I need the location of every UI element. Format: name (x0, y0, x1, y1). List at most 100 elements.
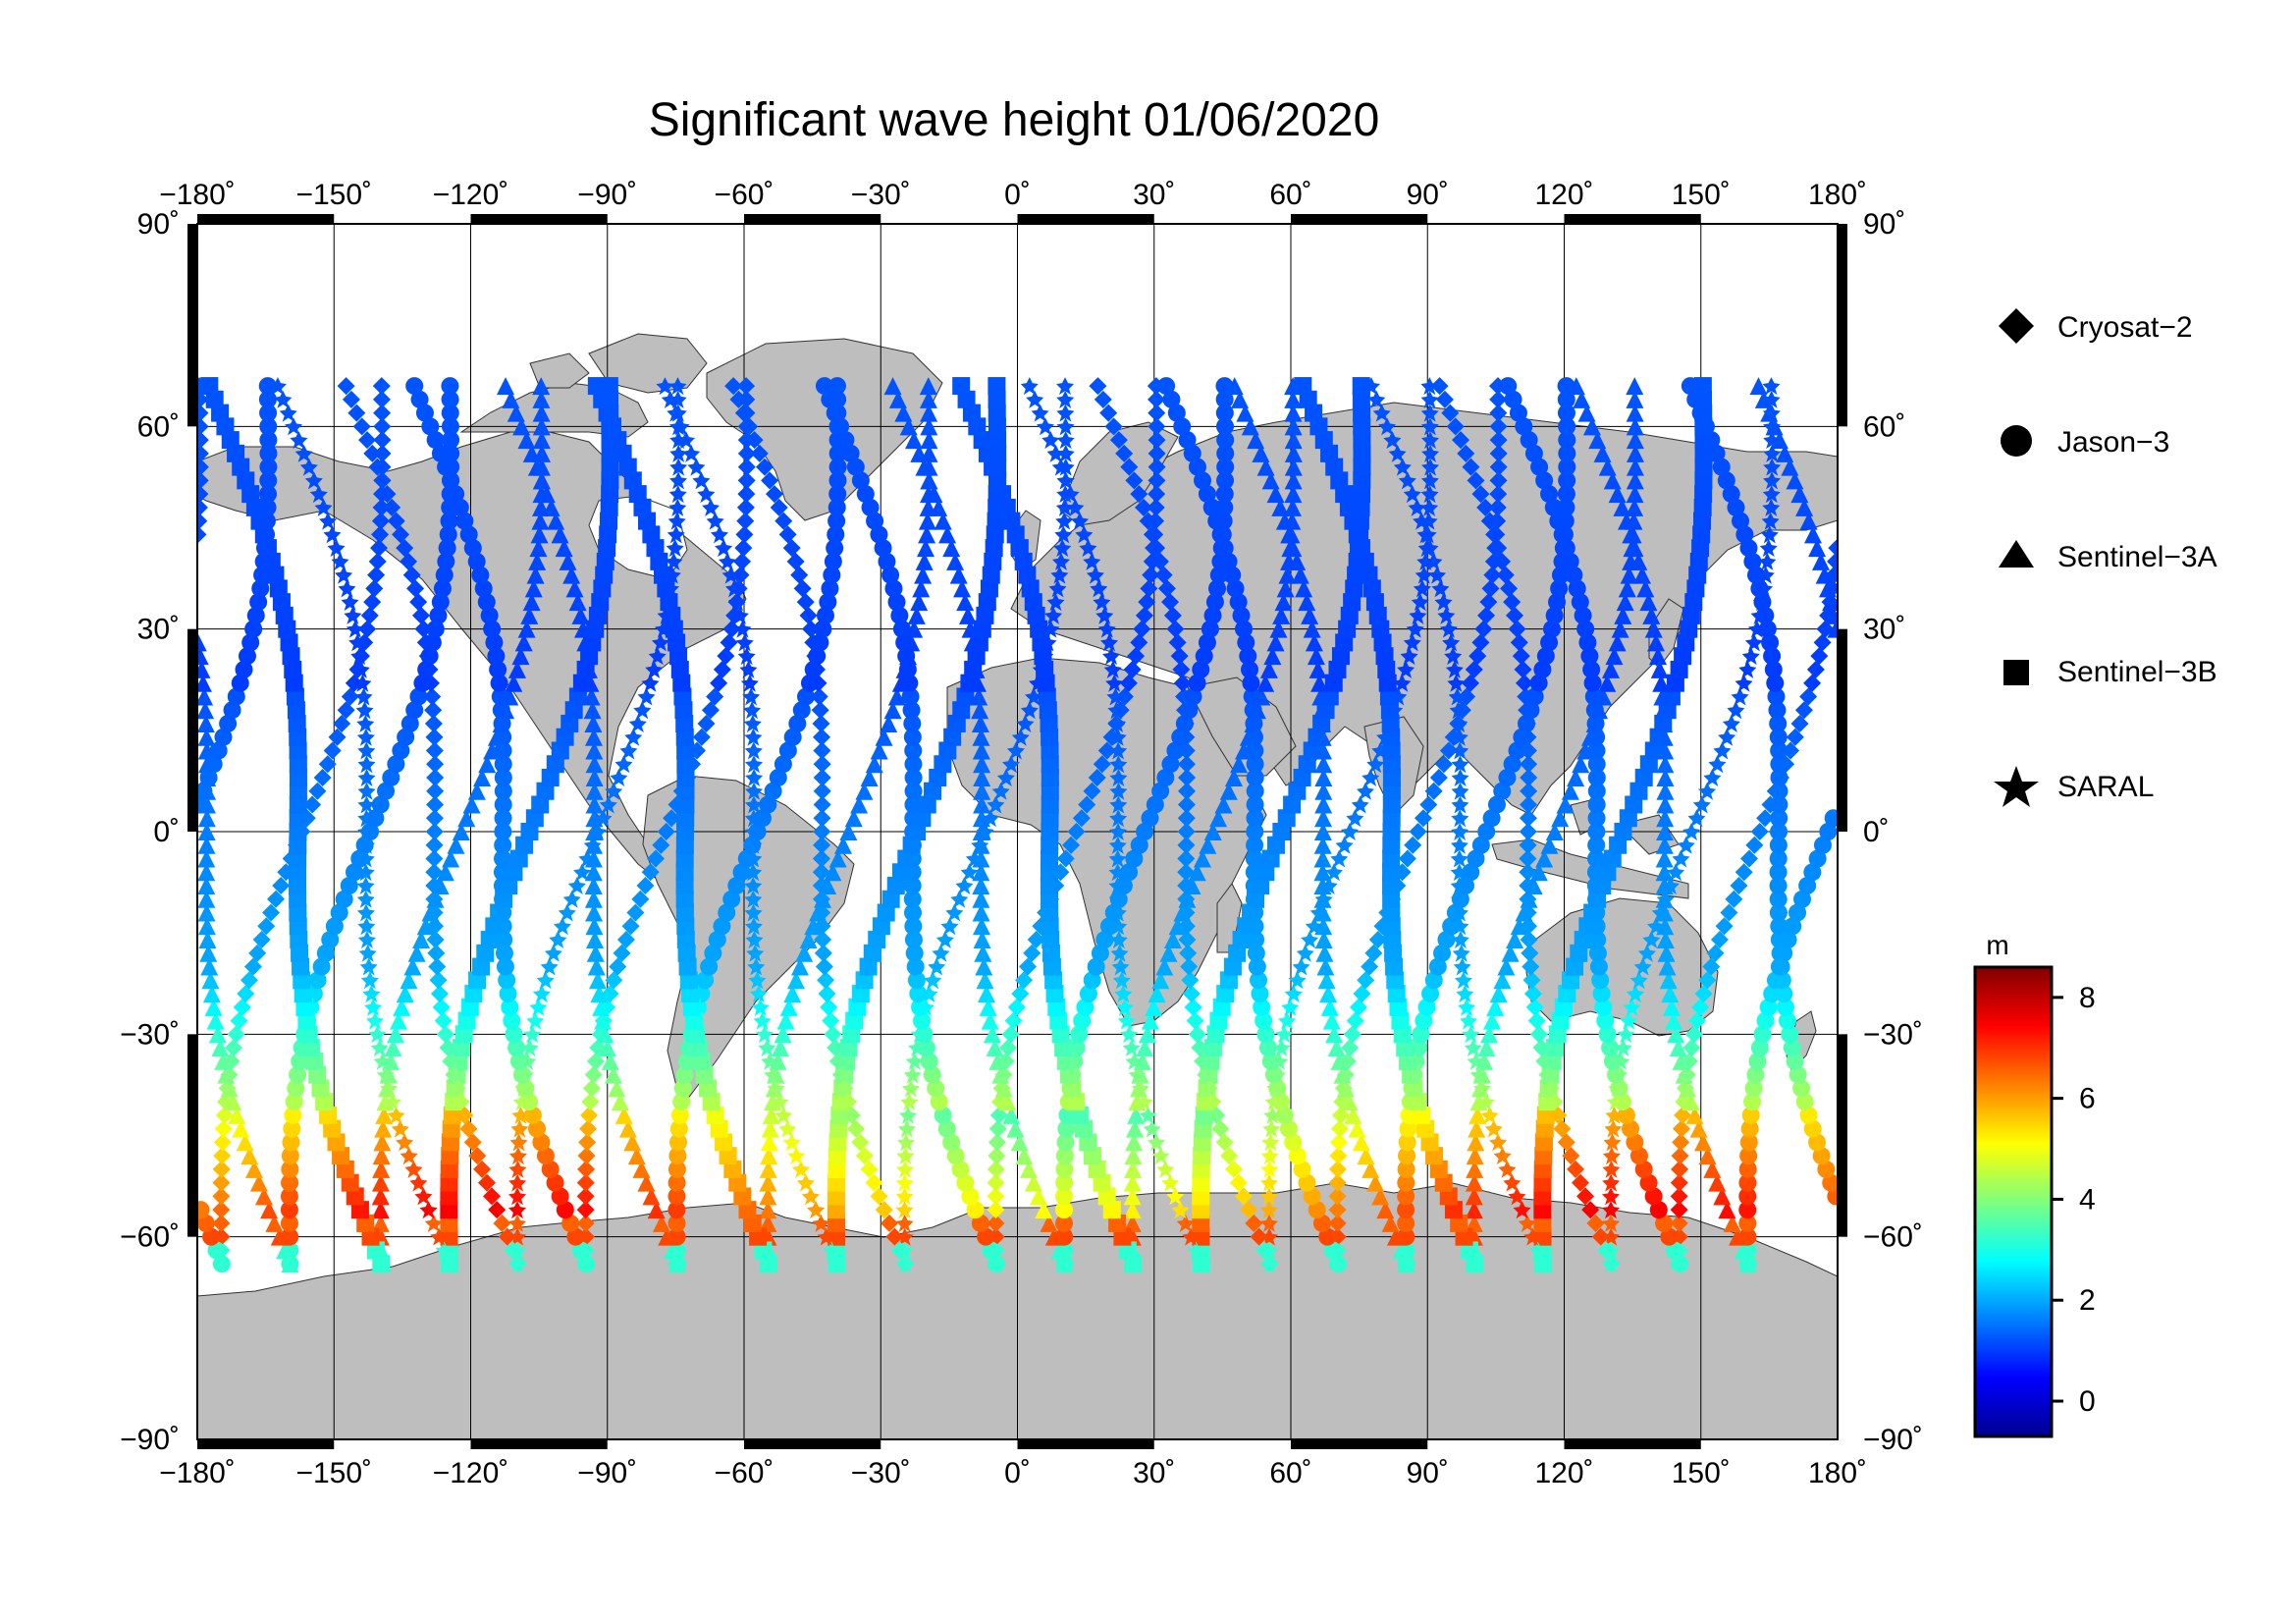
track-point (1056, 471, 1075, 490)
track-point (675, 877, 694, 895)
track-point (415, 404, 434, 422)
track-point (722, 890, 741, 908)
track-point (1732, 512, 1750, 530)
track-point (197, 417, 209, 436)
track-point (397, 728, 415, 746)
track-point (1288, 782, 1307, 800)
track-point (435, 566, 454, 584)
track-point (1382, 823, 1401, 840)
track-point (814, 620, 832, 638)
track-point (1377, 660, 1396, 678)
track-point (870, 1187, 888, 1206)
track-point (824, 552, 842, 570)
track-point (1124, 1160, 1143, 1178)
track-point (1314, 782, 1333, 800)
axis-labels: −180˚−180˚−150˚−150˚−120˚−120˚−90˚−90˚−6… (120, 179, 1923, 1489)
track-point (1163, 606, 1182, 624)
track-point (1382, 849, 1401, 868)
track-point (609, 431, 627, 450)
track-point (337, 377, 355, 396)
lon-label-top: 30˚ (1133, 179, 1175, 211)
track-point (224, 1039, 242, 1057)
track-point (987, 1173, 1005, 1192)
track-point (1779, 931, 1797, 949)
track-point (1314, 809, 1333, 828)
track-point (949, 566, 968, 584)
track-point (915, 552, 934, 570)
track-point (842, 1106, 861, 1124)
track-point (1775, 944, 1793, 962)
track-point (1349, 998, 1367, 1016)
track-point (1097, 620, 1116, 638)
track-point (646, 539, 665, 558)
track-point (551, 741, 569, 760)
track-point (1517, 687, 1535, 706)
track-point (665, 552, 683, 570)
map-title: Significant wave height 01/06/2020 (648, 94, 1380, 146)
track-point (1055, 512, 1074, 530)
track-point (231, 674, 249, 692)
track-point (588, 971, 607, 990)
track-point (675, 836, 694, 854)
track-point (1411, 593, 1429, 612)
track-point (814, 931, 832, 949)
track-point (1188, 458, 1206, 476)
track-point (1178, 931, 1197, 949)
track-point (1041, 944, 1060, 962)
track-point (532, 1133, 551, 1152)
track-point (532, 985, 551, 1003)
track-point (667, 1214, 686, 1232)
track-point (1557, 404, 1575, 422)
track-point (493, 877, 511, 895)
track-point (204, 755, 223, 774)
track-point (1670, 1201, 1688, 1219)
track-point (1657, 944, 1676, 962)
track-point (289, 809, 307, 828)
lon-label-bottom: 0˚ (1004, 1457, 1031, 1489)
frame-segment (1838, 628, 1847, 832)
track-point (1586, 1214, 1605, 1232)
track-point (316, 944, 335, 962)
track-point (1682, 1093, 1700, 1111)
track-point (496, 957, 514, 976)
track-point (1434, 593, 1453, 612)
track-point (1694, 390, 1713, 408)
track-point (1115, 998, 1134, 1016)
track-point (1298, 755, 1316, 774)
track-point (942, 1133, 961, 1152)
track-point (1756, 809, 1775, 828)
track-point (1392, 1241, 1411, 1260)
track-point (1420, 377, 1439, 396)
track-point (232, 1119, 250, 1138)
track-point (1067, 823, 1086, 840)
track-point (1409, 823, 1427, 840)
track-point (219, 714, 238, 732)
track-point (487, 647, 506, 666)
track-point (681, 985, 700, 1003)
track-point (1420, 485, 1439, 504)
track-point (1465, 1214, 1483, 1232)
track-point (796, 593, 815, 612)
track-point (917, 1039, 935, 1057)
track-point (1366, 1173, 1385, 1192)
track-point (706, 687, 724, 706)
track-point (675, 890, 694, 908)
track-point (1120, 1025, 1139, 1044)
track-point (1010, 1133, 1029, 1152)
track-point (968, 417, 987, 436)
track-point (197, 444, 209, 462)
track-point (641, 863, 660, 882)
track-point (358, 620, 377, 638)
track-point (1409, 1093, 1427, 1111)
track-point (531, 795, 550, 814)
track-point (884, 579, 903, 598)
track-point (1067, 1093, 1086, 1111)
track-point (558, 903, 576, 922)
track-point (353, 674, 372, 692)
track-point (828, 1255, 846, 1273)
track-point (973, 620, 991, 638)
track-point (1284, 471, 1303, 490)
track-point (988, 431, 1007, 450)
track-point (357, 795, 376, 814)
track-point (483, 620, 502, 638)
